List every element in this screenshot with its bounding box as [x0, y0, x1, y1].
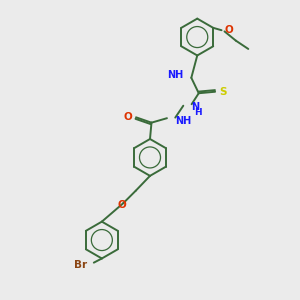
Text: O: O	[124, 112, 133, 122]
Text: N: N	[192, 102, 200, 112]
Text: NH: NH	[167, 70, 183, 80]
Text: H: H	[195, 108, 202, 117]
Text: Br: Br	[74, 260, 87, 270]
Text: NH: NH	[175, 116, 191, 126]
Text: O: O	[118, 200, 127, 210]
Text: O: O	[224, 25, 233, 35]
Text: S: S	[220, 87, 227, 97]
